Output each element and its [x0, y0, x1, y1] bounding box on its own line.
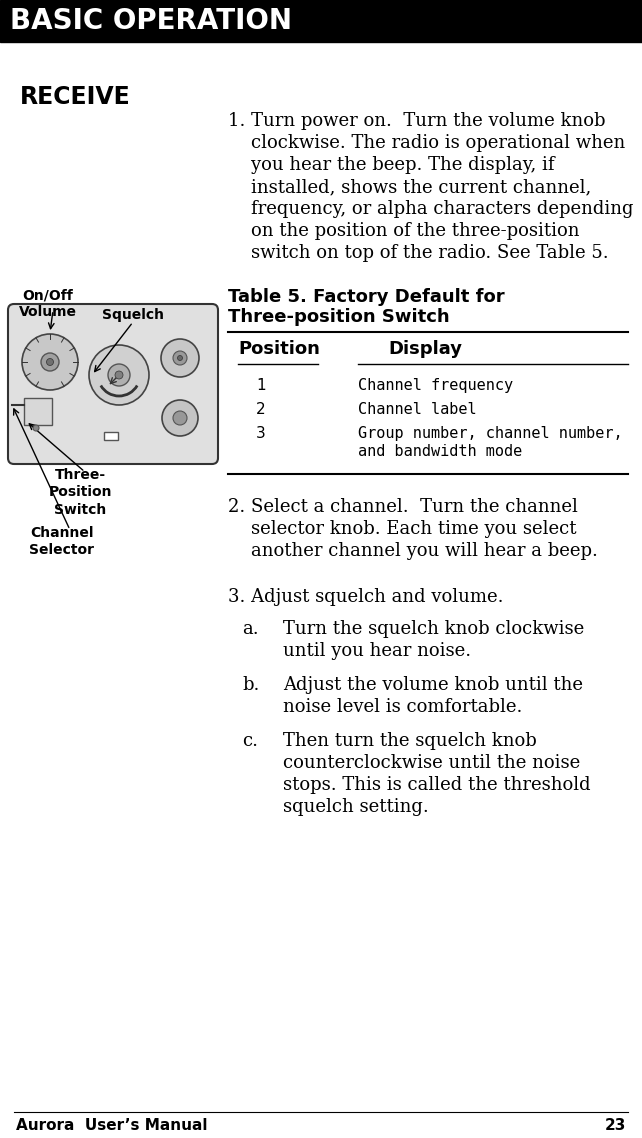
Text: installed, shows the current channel,: installed, shows the current channel, [228, 178, 591, 196]
Circle shape [173, 351, 187, 365]
FancyBboxPatch shape [8, 304, 218, 464]
Text: Three-
Position
Switch: Three- Position Switch [48, 468, 112, 517]
Text: Turn the squelch knob clockwise: Turn the squelch knob clockwise [283, 620, 584, 638]
Circle shape [162, 399, 198, 436]
Text: clockwise. The radio is operational when: clockwise. The radio is operational when [228, 134, 625, 152]
Circle shape [108, 364, 130, 386]
Text: b.: b. [242, 676, 259, 694]
Text: stops. This is called the threshold: stops. This is called the threshold [283, 776, 591, 794]
Circle shape [33, 424, 39, 431]
Circle shape [46, 358, 53, 365]
Text: another channel you will hear a beep.: another channel you will hear a beep. [228, 542, 598, 560]
Text: BASIC OPERATION: BASIC OPERATION [10, 7, 292, 35]
Text: Squelch: Squelch [102, 308, 164, 322]
Bar [24, 398, 52, 424]
Circle shape [173, 411, 187, 424]
Text: Group number, channel number,: Group number, channel number, [358, 426, 623, 442]
Text: squelch setting.: squelch setting. [283, 798, 429, 816]
Text: until you hear noise.: until you hear noise. [283, 642, 471, 660]
Text: a.: a. [242, 620, 259, 638]
Text: 1: 1 [256, 378, 266, 393]
Text: 1. Turn power on.  Turn the volume knob: 1. Turn power on. Turn the volume knob [228, 112, 605, 130]
Text: frequency, or alpha characters depending: frequency, or alpha characters depending [228, 200, 634, 218]
Text: Channel frequency: Channel frequency [358, 378, 513, 393]
Text: 3: 3 [256, 426, 266, 442]
Text: switch on top of the radio. See Table 5.: switch on top of the radio. See Table 5. [228, 244, 609, 262]
Circle shape [22, 333, 78, 390]
Text: c.: c. [242, 732, 258, 750]
Text: Position: Position [238, 340, 320, 358]
Text: on the position of the three-position: on the position of the three-position [228, 222, 580, 240]
Circle shape [115, 371, 123, 379]
Text: you hear the beep. The display, if: you hear the beep. The display, if [228, 156, 555, 174]
Text: 23: 23 [605, 1118, 626, 1133]
Text: Channel label: Channel label [358, 402, 476, 417]
Text: Channel
Selector: Channel Selector [30, 526, 94, 558]
Circle shape [177, 355, 182, 361]
Circle shape [89, 345, 149, 405]
Text: On/Off
Volume: On/Off Volume [19, 288, 77, 320]
Text: noise level is comfortable.: noise level is comfortable. [283, 698, 523, 716]
Text: and bandwidth mode: and bandwidth mode [358, 444, 522, 459]
Text: Three-position Switch: Three-position Switch [228, 308, 449, 325]
Bar [104, 432, 118, 440]
Text: Aurora  User’s Manual: Aurora User’s Manual [16, 1118, 207, 1133]
Bar [0, 0, 642, 42]
Text: Display: Display [388, 340, 462, 358]
Text: 3. Adjust squelch and volume.: 3. Adjust squelch and volume. [228, 588, 503, 607]
Text: Adjust the volume knob until the: Adjust the volume knob until the [283, 676, 583, 694]
Text: RECEIVE: RECEIVE [20, 85, 131, 109]
Circle shape [161, 339, 199, 377]
Circle shape [41, 353, 59, 371]
Text: selector knob. Each time you select: selector knob. Each time you select [228, 520, 577, 538]
Text: 2. Select a channel.  Turn the channel: 2. Select a channel. Turn the channel [228, 498, 578, 516]
Text: Table 5. Factory Default for: Table 5. Factory Default for [228, 288, 505, 306]
Text: 2: 2 [256, 402, 266, 417]
Text: counterclockwise until the noise: counterclockwise until the noise [283, 754, 580, 772]
Text: Then turn the squelch knob: Then turn the squelch knob [283, 732, 537, 750]
